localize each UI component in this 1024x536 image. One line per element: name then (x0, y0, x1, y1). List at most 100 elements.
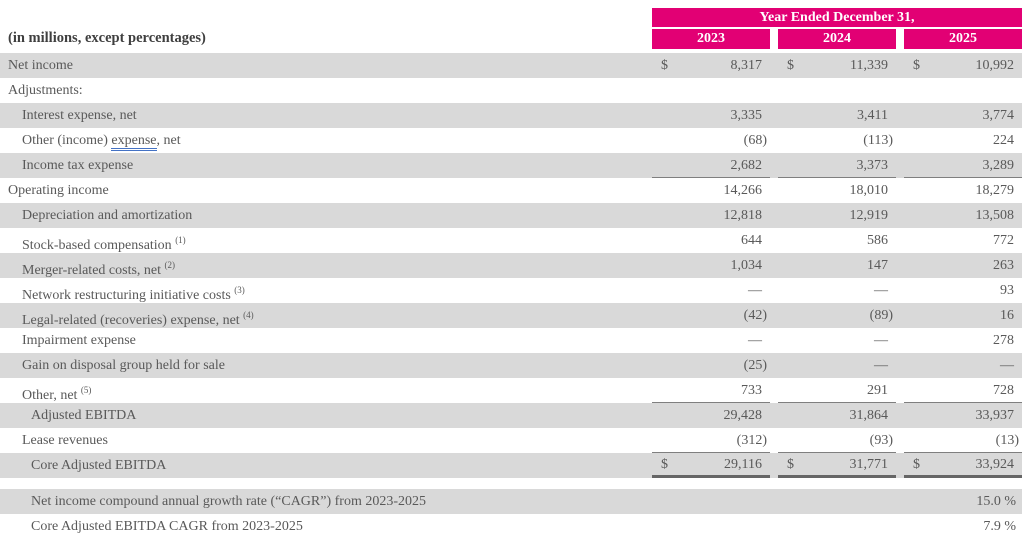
value-text: 10,992 (975, 58, 1015, 73)
row-label: Legal-related (recoveries) expense, net … (0, 303, 644, 328)
value-text: 263 (993, 258, 1014, 273)
header-columns: Year Ended December 31, 2023 2024 2025 (652, 8, 1022, 49)
value-text: — (874, 283, 888, 298)
value-cell: 728 (904, 378, 1022, 403)
value-text: 31,771 (849, 456, 889, 472)
value-cell (904, 78, 1022, 103)
row-label: Network restructuring initiative costs (… (22, 285, 245, 303)
value-text: — (874, 358, 888, 373)
value-text: 291 (867, 382, 888, 398)
value-cell: 14,266 (652, 178, 770, 203)
table-row: Core Adjusted EBITDA $29,116 $31,771 $33,92… (0, 453, 1022, 478)
row-label: Stock-based compensation (1) (22, 235, 186, 253)
value-text: 31,864 (849, 408, 889, 423)
value-text: 13,508 (975, 208, 1015, 223)
value-text: 2,682 (730, 157, 763, 173)
value-text: 147 (867, 258, 888, 273)
footnote-superscript: (1) (175, 235, 186, 245)
value-cell: 733 (652, 378, 770, 403)
cagr-row: Core Adjusted EBITDA CAGR from 2023-2025… (0, 514, 1022, 536)
value-text: (68) (743, 133, 767, 148)
row-label: Income tax expense (22, 158, 134, 173)
value-text: 3,774 (982, 108, 1015, 123)
value-cell: 147 (778, 253, 896, 278)
value-cell: 31,864 (778, 403, 896, 428)
table-row: Depreciation and amortization 12,818 12,91… (0, 203, 1022, 228)
value-cell: 18,010 (778, 178, 896, 203)
value-text: (13) (995, 432, 1019, 448)
value-cell (652, 78, 770, 103)
value-cell: 2,682 (652, 153, 770, 178)
table-header: (in millions, except percentages) Year E… (0, 0, 1024, 51)
value-cell: 586 (778, 228, 896, 253)
value-cell: 263 (904, 253, 1022, 278)
value-cell: 93 (904, 278, 1022, 303)
value-text: — (748, 333, 762, 348)
value-cell: 3,774 (904, 103, 1022, 128)
value-cell: 3,373 (778, 153, 896, 178)
value-text: 733 (741, 382, 762, 398)
year-header-2025: 2025 (904, 29, 1022, 49)
row-label: Core Adjusted EBITDA (31, 458, 167, 473)
value-cell: (312) (652, 428, 770, 453)
value-text: 12,818 (723, 208, 763, 223)
year-ended-span-header: Year Ended December 31, (652, 8, 1022, 27)
value-cell: 16 (904, 303, 1022, 328)
value-cell: — (904, 353, 1022, 378)
value-text: 8,317 (730, 58, 763, 73)
table-row: Merger-related costs, net (2) 1,034 147 263 (0, 253, 1022, 278)
value-cell: 644 (652, 228, 770, 253)
row-label: Other (income) expense, net (0, 128, 644, 153)
value-text: 11,339 (850, 58, 888, 73)
table-row: Lease revenues (312) (93) (13) (0, 428, 1022, 453)
cagr-value: 7.9 % (983, 519, 1016, 534)
row-label: Gain on disposal group held for sale (22, 358, 225, 373)
value-text: (113) (863, 133, 893, 148)
value-text: 33,937 (975, 408, 1015, 423)
row-label: Interest expense, net (22, 108, 137, 123)
table-row: Other, net (5) 733 291 728 (0, 378, 1022, 403)
row-label: Operating income (8, 183, 109, 198)
row-label: Depreciation and amortization (22, 208, 193, 223)
value-text: (89) (869, 308, 893, 323)
value-text: 3,411 (857, 108, 888, 123)
value-cell: (68) (652, 128, 770, 153)
value-cell: $8,317 (652, 53, 770, 78)
underlined-word: expense (170, 313, 216, 328)
year-headers: 2023 2024 2025 (652, 29, 1022, 49)
cagr-label: Core Adjusted EBITDA CAGR from 2023-2025 (31, 519, 303, 534)
value-text: — (874, 333, 888, 348)
value-text: 772 (993, 233, 1014, 248)
table-row: Operating income 14,266 18,010 18,279 (0, 178, 1022, 203)
footnote-superscript: (2) (164, 260, 176, 270)
value-cell: $11,339 (778, 53, 896, 78)
value-text: 29,116 (724, 456, 762, 472)
value-cell: $31,771 (778, 453, 896, 478)
value-cell: — (778, 328, 896, 353)
table-row: Gain on disposal group held for sale (25)… (0, 353, 1022, 378)
value-cell: 3,289 (904, 153, 1022, 178)
unit-note: (in millions, except percentages) (8, 30, 206, 46)
value-text: 586 (867, 233, 888, 248)
row-label: Merger-related costs, net (2) (22, 260, 176, 278)
value-cell: 12,818 (652, 203, 770, 228)
table-row: Other (income) expense, net (68) (113) 224 (0, 128, 1022, 153)
value-cell: 3,335 (652, 103, 770, 128)
value-cell: $33,924 (904, 453, 1022, 478)
value-text: (93) (869, 432, 893, 448)
value-cell: (93) (778, 428, 896, 453)
value-cell: — (778, 278, 896, 303)
value-text: (25) (743, 358, 767, 373)
value-cell: (113) (778, 128, 896, 153)
value-cell: 772 (904, 228, 1022, 253)
dollar-sign: $ (913, 58, 920, 73)
value-text: — (1000, 358, 1014, 373)
value-text: 3,373 (856, 157, 889, 173)
value-cell (778, 78, 896, 103)
value-text: 14,266 (723, 183, 763, 198)
cagr-label: Net income compound annual growth rate (… (31, 494, 427, 509)
value-text: 728 (993, 382, 1014, 398)
year-header-2023: 2023 (652, 29, 770, 49)
value-cell: — (652, 328, 770, 353)
row-label: Impairment expense (22, 333, 136, 348)
